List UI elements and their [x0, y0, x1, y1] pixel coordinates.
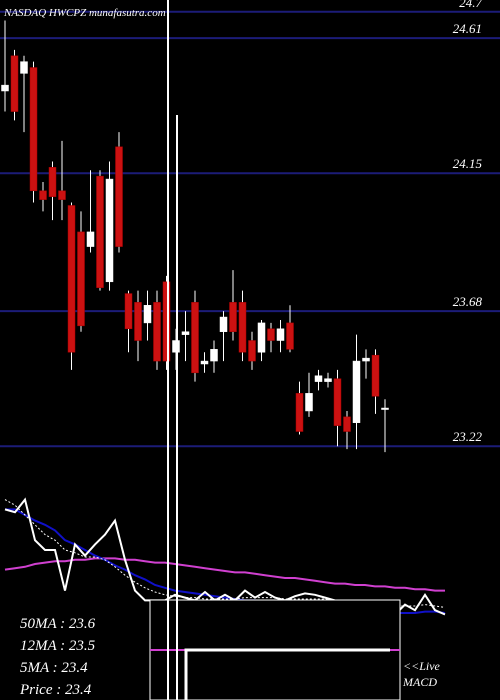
stat-label: 12MA : 23.5: [20, 638, 96, 654]
candle-body: [333, 378, 342, 426]
candle-body: [134, 302, 142, 341]
candle-body: [352, 360, 361, 423]
candle-body: [86, 231, 95, 247]
candle-body: [115, 146, 123, 247]
candle-body: [219, 316, 228, 332]
candle-body: [1, 84, 9, 92]
candle-body: [20, 61, 28, 74]
candle-body: [162, 281, 171, 362]
candle-body: [105, 178, 114, 283]
candle-body: [39, 190, 47, 200]
candle-body: [10, 55, 19, 112]
candle-body: [362, 357, 370, 362]
candle-body: [29, 67, 38, 192]
stat-label: Price : 23.4: [19, 682, 92, 698]
y-tick-label: 23.22: [453, 429, 483, 444]
candle-body: [248, 340, 256, 362]
candle-body: [181, 331, 190, 335]
candle-body: [124, 293, 133, 330]
macd-label: MACD: [402, 675, 437, 689]
chart-title: NASDAQ HWCPZ munafasutra.com: [3, 7, 166, 19]
candle-body: [143, 305, 152, 324]
candle-body: [305, 393, 313, 412]
candle-body: [371, 354, 380, 397]
candle-body: [229, 302, 237, 332]
candle-body: [381, 407, 389, 410]
candle-body: [257, 322, 266, 353]
y-tick-label: 24.61: [453, 21, 482, 36]
candle-body: [191, 302, 199, 374]
macd-label: <<Live: [403, 659, 441, 673]
candle-body: [77, 231, 85, 327]
indicator-line: [4, 499, 446, 608]
candle-body: [324, 378, 332, 382]
macd-signal: [184, 648, 390, 700]
candle-body: [96, 175, 104, 288]
stat-label: 50MA : 23.6: [20, 616, 96, 632]
y-tick-label: 23.68: [453, 294, 483, 309]
candles: [1, 20, 389, 453]
candle-body: [267, 328, 275, 341]
candle-body: [276, 328, 285, 341]
candle-body: [200, 360, 209, 365]
candle-body: [153, 302, 161, 362]
candle-body: [67, 205, 76, 353]
indicator-line: [4, 557, 445, 592]
stat-label: 5MA : 23.4: [20, 660, 88, 676]
candle-body: [343, 416, 351, 432]
candle-body: [48, 167, 57, 197]
candle-body: [210, 349, 218, 362]
candle-body: [314, 375, 323, 382]
candle-body: [286, 322, 294, 350]
candle-body: [238, 302, 247, 353]
candle-body: [295, 393, 304, 432]
candle-body: [58, 190, 66, 200]
y-tick-label: 24.15: [453, 156, 483, 171]
y-tick-label: 24.7: [459, 0, 482, 10]
